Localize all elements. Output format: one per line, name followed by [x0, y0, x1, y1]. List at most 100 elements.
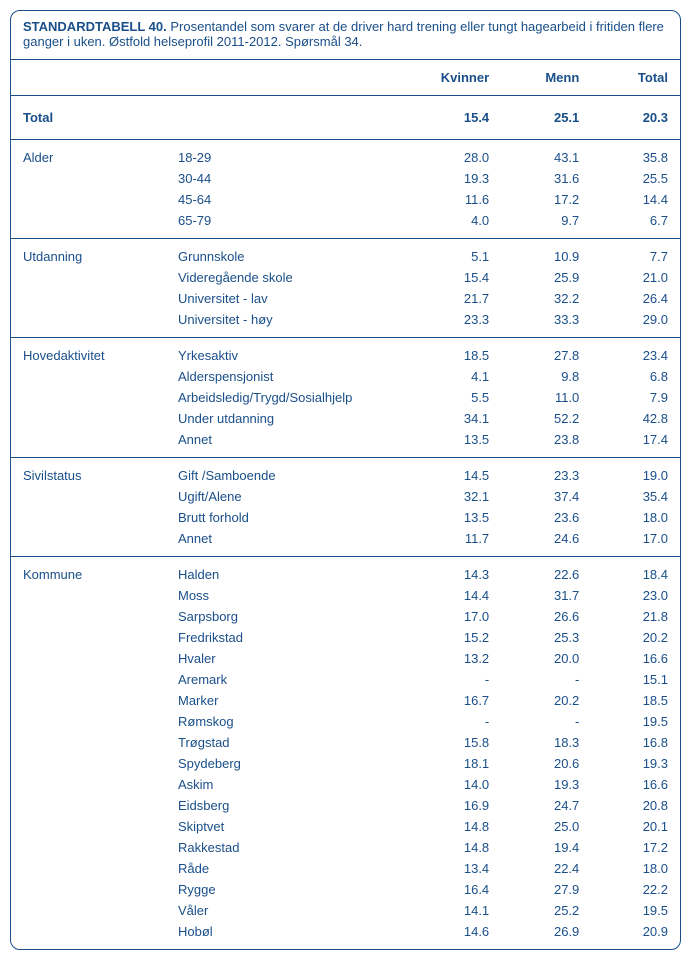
- value-cell: 17.2: [501, 189, 591, 210]
- value-cell: 19.3: [501, 774, 591, 795]
- table-row: SivilstatusGift /Samboende14.523.319.0: [11, 458, 680, 487]
- value-cell: 32.2: [501, 288, 591, 309]
- category-cell: [11, 732, 166, 753]
- row-label: Hobøl: [166, 921, 406, 949]
- table-row: Fredrikstad15.225.320.2: [11, 627, 680, 648]
- table-row: 45-6411.617.214.4: [11, 189, 680, 210]
- table-row: Marker16.720.218.5: [11, 690, 680, 711]
- value-cell: 17.2: [591, 837, 680, 858]
- value-cell: 14.6: [406, 921, 501, 949]
- table-row: Trøgstad15.818.316.8: [11, 732, 680, 753]
- value-cell: 19.4: [501, 837, 591, 858]
- value-cell: -: [501, 669, 591, 690]
- value-cell: 23.4: [591, 338, 680, 367]
- category-cell: [11, 669, 166, 690]
- value-cell: 21.8: [591, 606, 680, 627]
- value-cell: 26.4: [591, 288, 680, 309]
- value-cell: 18.3: [501, 732, 591, 753]
- category-cell: [11, 900, 166, 921]
- value-cell: 20.2: [501, 690, 591, 711]
- value-cell: 5.5: [406, 387, 501, 408]
- value-cell: 24.6: [501, 528, 591, 557]
- value-cell: 20.9: [591, 921, 680, 949]
- section-sivilstatus: SivilstatusGift /Samboende14.523.319.0Ug…: [11, 458, 680, 557]
- value-cell: 27.8: [501, 338, 591, 367]
- value-cell: 6.7: [591, 210, 680, 239]
- value-cell: 7.9: [591, 387, 680, 408]
- value-cell: 20.1: [591, 816, 680, 837]
- table-row: Videregående skole15.425.921.0: [11, 267, 680, 288]
- value-cell: 20.8: [591, 795, 680, 816]
- value-cell: 35.8: [591, 140, 680, 169]
- category-cell: [11, 648, 166, 669]
- category-cell: [11, 753, 166, 774]
- value-cell: 17.4: [591, 429, 680, 458]
- value-cell: 20.2: [591, 627, 680, 648]
- value-cell: 4.1: [406, 366, 501, 387]
- row-label: Gift /Samboende: [166, 458, 406, 487]
- table-row: 65-794.09.76.7: [11, 210, 680, 239]
- total-label: Total: [11, 96, 166, 140]
- total-total: 20.3: [591, 96, 680, 140]
- table-row: Universitet - høy23.333.329.0: [11, 309, 680, 338]
- value-cell: 17.0: [406, 606, 501, 627]
- value-cell: 23.8: [501, 429, 591, 458]
- row-label: Askim: [166, 774, 406, 795]
- row-label: Sarpsborg: [166, 606, 406, 627]
- value-cell: 18.0: [591, 507, 680, 528]
- value-cell: 16.6: [591, 648, 680, 669]
- row-label: Alderspensjonist: [166, 366, 406, 387]
- column-header-menn: Menn: [501, 60, 591, 96]
- value-cell: 15.1: [591, 669, 680, 690]
- table-row: Skiptvet14.825.020.1: [11, 816, 680, 837]
- value-cell: 23.0: [591, 585, 680, 606]
- row-label: Fredrikstad: [166, 627, 406, 648]
- value-cell: 14.8: [406, 837, 501, 858]
- value-cell: 16.9: [406, 795, 501, 816]
- value-cell: 15.8: [406, 732, 501, 753]
- table-row: Alderspensjonist4.19.86.8: [11, 366, 680, 387]
- value-cell: 16.7: [406, 690, 501, 711]
- table-row: Rygge16.427.922.2: [11, 879, 680, 900]
- table-row: Rakkestad14.819.417.2: [11, 837, 680, 858]
- category-cell: [11, 879, 166, 900]
- value-cell: 43.1: [501, 140, 591, 169]
- value-cell: 25.9: [501, 267, 591, 288]
- row-label: Hvaler: [166, 648, 406, 669]
- category-cell: [11, 774, 166, 795]
- value-cell: 16.8: [591, 732, 680, 753]
- row-label: Marker: [166, 690, 406, 711]
- column-header-total: Total: [591, 60, 680, 96]
- category-cell: [11, 210, 166, 239]
- table-row: UtdanningGrunnskole5.110.97.7: [11, 239, 680, 268]
- row-label: Arbeidsledig/Trygd/Sosialhjelp: [166, 387, 406, 408]
- category-cell: [11, 795, 166, 816]
- value-cell: -: [501, 711, 591, 732]
- category-cell: [11, 288, 166, 309]
- value-cell: 18.4: [591, 557, 680, 586]
- table-row: Eidsberg16.924.720.8: [11, 795, 680, 816]
- category-cell: [11, 585, 166, 606]
- value-cell: 27.9: [501, 879, 591, 900]
- table-row: Under utdanning34.152.242.8: [11, 408, 680, 429]
- value-cell: 35.4: [591, 486, 680, 507]
- row-label: Grunnskole: [166, 239, 406, 268]
- value-cell: 19.3: [591, 753, 680, 774]
- category-cell: [11, 168, 166, 189]
- row-label: Skiptvet: [166, 816, 406, 837]
- row-label: Rakkestad: [166, 837, 406, 858]
- value-cell: 28.0: [406, 140, 501, 169]
- value-cell: 34.1: [406, 408, 501, 429]
- table-row: Ugift/Alene32.137.435.4: [11, 486, 680, 507]
- table-row: 30-4419.331.625.5: [11, 168, 680, 189]
- value-cell: 24.7: [501, 795, 591, 816]
- table-row: Askim14.019.316.6: [11, 774, 680, 795]
- table-row: KommuneHalden14.322.618.4: [11, 557, 680, 586]
- value-cell: 20.6: [501, 753, 591, 774]
- row-label: Annet: [166, 429, 406, 458]
- category-cell: [11, 366, 166, 387]
- value-cell: 13.4: [406, 858, 501, 879]
- value-cell: 31.7: [501, 585, 591, 606]
- table-row: Moss14.431.723.0: [11, 585, 680, 606]
- category-cell: [11, 309, 166, 338]
